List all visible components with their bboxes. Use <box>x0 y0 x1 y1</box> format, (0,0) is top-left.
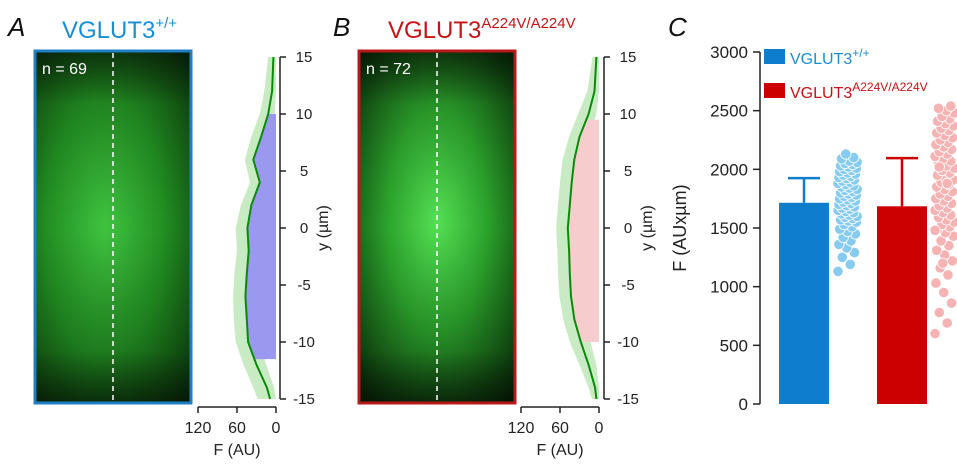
y-tick-label: 3000 <box>710 43 748 62</box>
x-tick-label: 0 <box>272 420 281 437</box>
data-point <box>938 286 950 299</box>
panel-a-title: VGLUT3+/+ <box>62 15 177 44</box>
legend-swatch <box>764 49 785 64</box>
y-tick-label: -10 <box>617 334 639 351</box>
data-point <box>932 102 945 114</box>
y-tick-label: 5 <box>624 163 632 180</box>
panel-a-n-label: n = 69 <box>42 61 87 78</box>
mean-line <box>244 56 275 400</box>
data-point <box>941 317 953 329</box>
data-point <box>844 258 856 270</box>
x-axis-label: F (AU) <box>536 442 583 459</box>
y-tick-label: 2000 <box>710 160 748 179</box>
y-tick-label: 15 <box>620 49 637 66</box>
y-tick-label: 10 <box>620 106 637 123</box>
data-point <box>945 297 957 309</box>
legend-label: VGLUT3A224V/A224V <box>790 80 928 102</box>
x-tick-label: 60 <box>228 420 246 437</box>
profile-fill <box>245 114 276 360</box>
data-point <box>930 277 942 289</box>
y-tick-label: -15 <box>617 391 639 408</box>
data-point <box>832 265 844 277</box>
bar <box>779 202 829 404</box>
panel-b-n-label: n = 72 <box>366 61 411 78</box>
panel-c: C 0 500 1000 1500 2000 2500 3000 F (AUxµm) VGLUT… <box>668 12 957 414</box>
profile-fill <box>567 119 599 342</box>
panel-a-image-border <box>33 49 193 405</box>
legend-label-sup: A224V/A224V <box>852 80 927 94</box>
panel-b-title-base: VGLUT3 <box>388 17 481 44</box>
panel-a-letter: A <box>6 12 25 42</box>
y-tick-label: -10 <box>293 334 315 351</box>
x-tick-label: 120 <box>508 420 535 437</box>
panel-a-title-base: VGLUT3 <box>62 17 155 44</box>
x-tick-label: 0 <box>595 420 604 437</box>
data-point <box>836 251 848 263</box>
y-tick-label: 500 <box>720 336 748 355</box>
y-tick-label: 15 <box>296 49 313 66</box>
legend-label: VGLUT3+/+ <box>790 46 870 68</box>
y-tick-label: 0 <box>624 220 632 237</box>
y-tick-label: 0 <box>739 395 748 414</box>
panel-b-title-sup: A224V/A224V <box>481 15 575 32</box>
y-tick-label: 1000 <box>710 278 748 297</box>
y-axis-label: F (AUxµm) <box>670 184 690 271</box>
legend-label-base: VGLUT3 <box>790 51 852 68</box>
data-point <box>929 224 941 236</box>
panel-c-letter: C <box>668 12 687 42</box>
y-tick-label: 5 <box>300 163 308 180</box>
legend-label-base: VGLUT3 <box>790 85 852 102</box>
x-tick-label: 60 <box>551 420 569 437</box>
bar <box>877 206 927 404</box>
data-point <box>942 269 954 281</box>
panel-a-profile: 15 10 5 0 -5 -10 -15 y (µm) 120 60 0 F (AU) <box>185 49 332 459</box>
y-tick-label: 2500 <box>710 102 748 121</box>
data-point <box>929 327 941 340</box>
y-tick-label: 10 <box>296 106 313 123</box>
data-point <box>941 177 953 189</box>
y-tick-label: -15 <box>293 391 315 408</box>
y-tick-label: 1500 <box>710 219 748 238</box>
x-tick-label: 120 <box>185 420 212 437</box>
panel-b-letter: B <box>333 12 350 42</box>
y-tick-label: -5 <box>297 277 310 294</box>
data-point <box>937 257 949 269</box>
mean-line <box>566 56 598 400</box>
panel-b: B VGLUT3A224V/A224V n = 72 15 10 5 0 -5 -10 -1… <box>333 12 656 459</box>
y-tick-label: -5 <box>621 277 634 294</box>
y-tick-label: 0 <box>300 220 308 237</box>
x-axis-label: F (AU) <box>213 442 260 459</box>
data-point <box>933 161 945 173</box>
panel-b-image-border <box>357 49 517 405</box>
legend-swatch <box>764 83 785 98</box>
data-point <box>933 306 945 319</box>
data-point <box>945 100 957 112</box>
data-point <box>931 244 943 256</box>
y-axis-label: y (µm) <box>639 205 656 251</box>
legend-label-sup: +/+ <box>852 46 869 60</box>
y-axis-label: y (µm) <box>315 205 332 251</box>
panel-a-title-sup: +/+ <box>155 15 177 32</box>
panel-b-profile: 15 10 5 0 -5 -10 -15 y (µm) 120 60 0 F (AU) <box>508 49 656 459</box>
panel-b-title: VGLUT3A224V/A224V <box>388 15 576 44</box>
data-point <box>840 148 852 160</box>
